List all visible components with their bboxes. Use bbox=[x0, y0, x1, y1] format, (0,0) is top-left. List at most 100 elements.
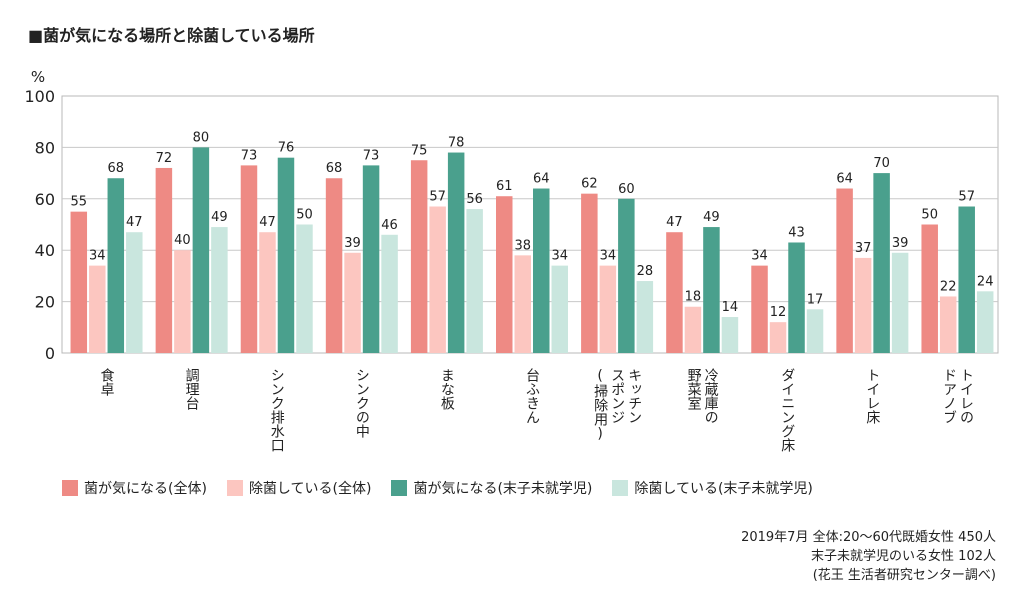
x-tick-label: 台ふきん bbox=[524, 368, 540, 424]
legend-item: 菌が気になる(末子未就学児) bbox=[391, 478, 592, 498]
x-tick-label: キッチン bbox=[626, 368, 642, 424]
bar bbox=[854, 257, 872, 353]
bar bbox=[277, 157, 295, 353]
x-tick-label: トイレ床 bbox=[864, 368, 880, 424]
data-label: 14 bbox=[722, 300, 739, 315]
legend-item: 菌が気になる(全体) bbox=[62, 478, 207, 498]
bar bbox=[174, 250, 191, 353]
bar bbox=[429, 206, 446, 353]
data-label: 68 bbox=[108, 161, 125, 176]
bar bbox=[155, 167, 173, 353]
bar bbox=[296, 224, 313, 353]
x-tick-label: シンク排水口 bbox=[269, 368, 285, 452]
data-label: 50 bbox=[296, 208, 313, 223]
legend-label: 菌が気になる(全体) bbox=[84, 481, 207, 497]
bar bbox=[976, 291, 994, 353]
bar bbox=[362, 165, 380, 353]
x-tick-label: (掃除用) bbox=[592, 368, 608, 442]
bar bbox=[581, 193, 598, 353]
data-label: 64 bbox=[836, 172, 853, 187]
data-label: 47 bbox=[259, 215, 276, 230]
x-tick-label: 冷蔵庫の bbox=[703, 368, 719, 424]
bar bbox=[89, 265, 106, 353]
data-label: 40 bbox=[174, 233, 191, 248]
bar bbox=[325, 178, 343, 353]
data-label: 24 bbox=[977, 274, 994, 289]
data-label: 34 bbox=[551, 249, 568, 264]
bar bbox=[666, 232, 683, 353]
source-note: 2019年7月 全体:20〜60代既婚女性 450人 末子未就学児のいる女性 1… bbox=[741, 528, 996, 585]
data-label: 12 bbox=[770, 305, 787, 320]
data-label: 76 bbox=[278, 141, 295, 156]
x-tick-label: シンクの中 bbox=[354, 368, 370, 438]
x-tick-label: 食卓 bbox=[99, 367, 115, 396]
bar bbox=[618, 198, 635, 353]
data-label: 60 bbox=[618, 182, 635, 197]
data-label: 80 bbox=[193, 130, 210, 145]
data-label: 49 bbox=[211, 210, 228, 225]
x-tick-label: 野菜室 bbox=[686, 368, 702, 410]
data-label: 46 bbox=[381, 218, 398, 233]
bar bbox=[496, 196, 513, 353]
data-label: 38 bbox=[514, 238, 531, 253]
chart-title: ■菌が気になる場所と除菌している場所 bbox=[28, 26, 315, 45]
bar bbox=[126, 232, 143, 353]
bar bbox=[192, 147, 210, 353]
bar bbox=[466, 209, 483, 353]
bar bbox=[751, 265, 768, 353]
source-line: 2019年7月 全体:20〜60代既婚女性 450人 bbox=[741, 530, 996, 545]
legend-item: 除菌している(全体) bbox=[226, 478, 372, 498]
x-tick-label: ダイニング床 bbox=[779, 368, 795, 452]
data-label: 47 bbox=[666, 215, 683, 230]
y-tick-label: 80 bbox=[35, 138, 55, 157]
bar bbox=[836, 188, 853, 353]
bar bbox=[769, 322, 787, 353]
data-label: 43 bbox=[788, 225, 805, 240]
bar bbox=[344, 252, 361, 353]
data-label: 56 bbox=[466, 192, 483, 207]
data-label: 28 bbox=[637, 264, 654, 279]
data-label: 73 bbox=[241, 148, 258, 163]
bar-chart: 0 20 40 60 80 100% 55 34 68 47 食卓 72 40 80 49 調理台 73 47 76… bbox=[24, 68, 999, 452]
x-tick-label: スポンジ bbox=[609, 368, 625, 424]
y-tick-label: 100 bbox=[24, 87, 55, 106]
legend-swatch bbox=[62, 480, 78, 496]
data-label: 75 bbox=[411, 143, 428, 158]
data-label: 47 bbox=[126, 215, 143, 230]
data-label: 70 bbox=[873, 156, 890, 171]
bar bbox=[381, 234, 398, 353]
y-tick-label: 60 bbox=[35, 190, 55, 209]
data-label: 64 bbox=[533, 172, 550, 187]
bar bbox=[240, 165, 258, 353]
bar bbox=[788, 242, 805, 353]
data-label: 62 bbox=[581, 177, 598, 192]
bar bbox=[410, 160, 428, 353]
bar bbox=[211, 227, 228, 353]
bar bbox=[958, 206, 975, 353]
bar bbox=[636, 281, 654, 353]
bar bbox=[259, 232, 276, 353]
data-label: 49 bbox=[703, 210, 720, 225]
data-label: 57 bbox=[958, 190, 975, 205]
bar bbox=[551, 265, 568, 353]
y-axis-unit: % bbox=[31, 68, 45, 86]
bar bbox=[684, 306, 702, 353]
bar bbox=[806, 309, 824, 353]
legend-label: 菌が気になる(末子未就学児) bbox=[413, 481, 593, 497]
bar bbox=[721, 317, 739, 353]
x-tick-label: トイレの bbox=[958, 368, 974, 424]
bar bbox=[599, 265, 617, 353]
data-label: 22 bbox=[940, 279, 957, 294]
y-tick-label: 20 bbox=[35, 293, 55, 312]
data-label: 61 bbox=[496, 179, 513, 194]
bar bbox=[107, 178, 125, 353]
y-tick-label: 0 bbox=[45, 344, 55, 363]
data-label: 55 bbox=[71, 195, 88, 210]
source-line: (花王 生活者研究センター調べ) bbox=[812, 568, 996, 583]
legend-label: 除菌している(全体) bbox=[248, 481, 372, 497]
legend-label: 除菌している(末子未就学児) bbox=[634, 481, 813, 497]
x-tick-label: ドアノブ bbox=[941, 368, 957, 424]
bar bbox=[703, 227, 720, 353]
legend-swatch bbox=[612, 480, 629, 496]
legend-swatch bbox=[226, 480, 243, 496]
